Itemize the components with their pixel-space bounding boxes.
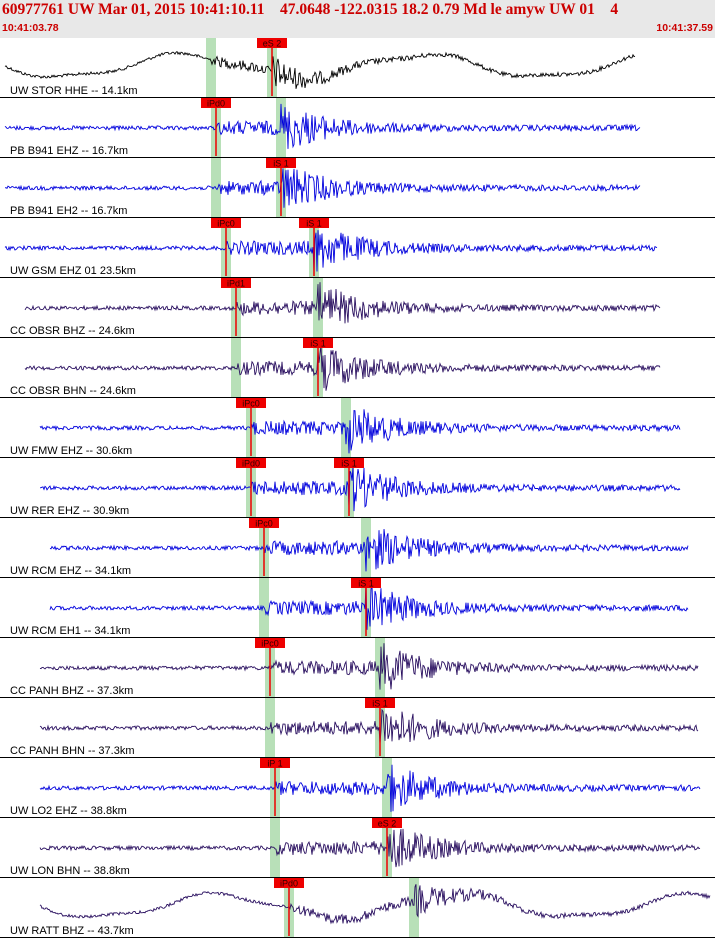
waveform xyxy=(24,345,661,391)
pick-label: iPc0 xyxy=(261,639,279,649)
trace-row: iPc0 UW RCM EHZ -- 34.1km xyxy=(0,518,715,578)
waveform xyxy=(49,583,689,630)
pick-label: iS 1 xyxy=(310,339,326,349)
phase-window xyxy=(206,38,216,98)
trace-row: iPd0 PB B941 EHZ -- 16.7km xyxy=(0,98,715,158)
waveform xyxy=(39,643,699,690)
station-label: UW STOR HHE -- 14.1km xyxy=(10,85,138,97)
pick-label-bg xyxy=(249,518,279,528)
pick-label-bg xyxy=(365,698,395,708)
pick-label-bg xyxy=(236,458,266,468)
pick-label: iS 1 xyxy=(358,579,374,589)
pick-label-bg xyxy=(221,278,251,288)
trace-row: iPc0 CC PANH BHZ -- 37.3km xyxy=(0,638,715,698)
trace-row: eS 2 UW STOR HHE -- 14.1km xyxy=(0,38,715,98)
trace-row: iS 1 CC PANH BHN -- 37.3km xyxy=(0,698,715,758)
pick-label: iS 1 xyxy=(273,159,289,169)
waveform xyxy=(39,764,701,812)
pick-label-bg xyxy=(303,338,333,348)
pick-label: eS 2 xyxy=(263,39,282,49)
phase-window xyxy=(341,398,351,458)
pick-label-bg xyxy=(266,158,296,168)
waveform xyxy=(4,168,641,208)
trace-row: iS 1 CC OBSR BHN -- 24.6km xyxy=(0,338,715,398)
station-label: PB B941 EHZ -- 16.7km xyxy=(10,145,128,157)
trace-row: iPd1 CC OBSR BHZ -- 24.6km xyxy=(0,278,715,338)
waveform xyxy=(39,409,681,454)
phase-window xyxy=(375,638,385,698)
waveform xyxy=(4,50,636,89)
pick-label: iPd0 xyxy=(207,99,225,109)
pick-label-bg xyxy=(255,638,285,648)
event-title: 60977761 UW Mar 01, 2015 10:41:10.11 47.… xyxy=(2,1,619,18)
trace-row: iS 1 UW RCM EH1 -- 34.1km xyxy=(0,578,715,638)
pick-label-bg xyxy=(260,758,290,768)
pick-label: iS 1 xyxy=(306,219,322,229)
waveform xyxy=(39,708,699,745)
pick-label: iS 1 xyxy=(372,699,388,709)
station-label: UW LO2 EHZ -- 38.8km xyxy=(10,805,127,817)
pick-label: iPc0 xyxy=(217,219,235,229)
phase-window xyxy=(313,278,323,338)
pick-label-bg xyxy=(257,38,287,48)
phase-window xyxy=(270,818,280,878)
pick-label-bg xyxy=(201,98,231,108)
station-label: UW FMW EHZ -- 30.6km xyxy=(10,445,132,457)
trace-row: eS 2 UW LON BHN -- 38.8km xyxy=(0,818,715,878)
station-label: PB B941 EH2 -- 16.7km xyxy=(10,205,127,217)
pick-label-bg xyxy=(372,818,402,828)
pick-label: iPd1 xyxy=(227,279,245,289)
header-bar: 60977761 UW Mar 01, 2015 10:41:10.11 47.… xyxy=(0,0,715,38)
trace-row: iPd0 UW RATT BHZ -- 43.7km xyxy=(0,878,715,938)
waveform xyxy=(24,282,661,324)
phase-window xyxy=(276,98,286,158)
start-time: 10:41:03.78 xyxy=(2,22,59,34)
waveform xyxy=(4,230,658,273)
waveform xyxy=(39,466,681,512)
trace-row: iPd0 iS 1 UW RER EHZ -- 30.9km xyxy=(0,458,715,518)
pick-label-bg xyxy=(236,398,266,408)
pick-label: eS 2 xyxy=(378,819,397,829)
pick-label: iPd0 xyxy=(242,459,260,469)
pick-label: iPd0 xyxy=(280,879,298,889)
station-label: UW GSM EHZ 01 23.5km xyxy=(10,265,136,277)
pick-label-bg xyxy=(351,578,381,588)
pick-label-bg xyxy=(299,218,329,228)
station-label: UW LON BHN -- 38.8km xyxy=(10,865,130,877)
station-label: UW RCM EHZ -- 34.1km xyxy=(10,565,131,577)
pick-label: iP 1 xyxy=(267,759,282,769)
station-label: CC OBSR BHZ -- 24.6km xyxy=(10,325,135,337)
trace-row: iPc0 iS 1 UW GSM EHZ 01 23.5km xyxy=(0,218,715,278)
waveform xyxy=(4,103,641,149)
pick-label: iPc0 xyxy=(242,399,260,409)
station-label: UW RCM EH1 -- 34.1km xyxy=(10,625,130,637)
station-label: UW RATT BHZ -- 43.7km xyxy=(10,925,134,937)
pick-label: iPc0 xyxy=(255,519,273,529)
station-label: CC PANH BHN -- 37.3km xyxy=(10,745,134,757)
phase-window xyxy=(409,878,419,938)
trace-row: iPc0 UW FMW EHZ -- 30.6km xyxy=(0,398,715,458)
waveform xyxy=(39,884,711,925)
station-label: CC PANH BHZ -- 37.3km xyxy=(10,685,133,697)
pick-label-bg xyxy=(274,878,304,888)
station-label: UW RER EHZ -- 30.9km xyxy=(10,505,129,517)
trace-row: iP 1 UW LO2 EHZ -- 38.8km xyxy=(0,758,715,818)
end-time: 10:41:37.59 xyxy=(656,22,713,34)
phase-window xyxy=(382,758,392,818)
pick-label: iS 1 xyxy=(341,459,357,469)
station-label: CC OBSR BHN -- 24.6km xyxy=(10,385,136,397)
trace-row: iS 1 PB B941 EH2 -- 16.7km xyxy=(0,158,715,218)
pick-label-bg xyxy=(334,458,364,468)
waveform xyxy=(49,529,689,572)
phase-window xyxy=(361,518,371,578)
pick-label-bg xyxy=(211,218,241,228)
seismogram-plot: eS 2 UW STOR HHE -- 14.1km iPd0 PB B941 EHZ… xyxy=(0,38,715,938)
waveform xyxy=(39,828,701,868)
